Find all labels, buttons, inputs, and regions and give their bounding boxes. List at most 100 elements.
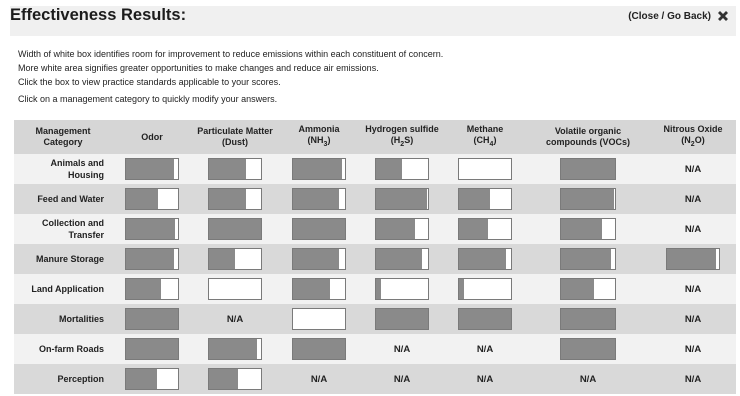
score-box[interactable]	[458, 218, 512, 240]
score-box[interactable]	[292, 338, 346, 360]
score-box[interactable]	[125, 338, 179, 360]
score-box[interactable]	[125, 158, 179, 180]
score-cell	[112, 334, 192, 364]
management-category-link[interactable]: Land Application	[14, 274, 112, 304]
effectiveness-results-table: Management Category Odor Particulate Matte…	[14, 120, 736, 394]
score-box[interactable]	[458, 188, 512, 210]
table-row: Collection and Transfer N/A	[14, 214, 736, 244]
score-cell	[444, 214, 526, 244]
score-cell: N/A	[360, 334, 444, 364]
score-box[interactable]	[125, 248, 179, 270]
management-category-link[interactable]: On-farm Roads	[14, 334, 112, 364]
score-cell	[360, 184, 444, 214]
score-box[interactable]	[125, 218, 179, 240]
score-fill	[376, 159, 402, 179]
score-box[interactable]	[292, 188, 346, 210]
table-header-row: Management Category Odor Particulate Matte…	[14, 120, 736, 154]
score-box[interactable]	[560, 188, 616, 210]
score-box[interactable]	[292, 308, 346, 330]
close-go-back-link[interactable]: (Close / Go Back)	[628, 9, 730, 23]
score-fill	[293, 189, 339, 209]
score-cell	[360, 304, 444, 334]
score-box[interactable]	[208, 338, 262, 360]
column-header: Management Category	[14, 120, 112, 154]
score-cell	[112, 274, 192, 304]
score-box[interactable]	[560, 158, 616, 180]
score-box[interactable]	[292, 248, 346, 270]
score-box[interactable]	[458, 308, 512, 330]
column-header-formula: (N	[681, 135, 691, 146]
score-box[interactable]	[375, 248, 429, 270]
score-box[interactable]	[375, 308, 429, 330]
close-icon[interactable]	[716, 9, 730, 23]
column-header: Nitrous Oxide (N2O)	[650, 120, 736, 154]
column-header-formula: S)	[404, 135, 414, 146]
score-fill	[293, 249, 339, 269]
table-row: Manure Storage	[14, 244, 736, 274]
score-box[interactable]	[560, 308, 616, 330]
score-box[interactable]	[208, 218, 262, 240]
score-box[interactable]	[375, 278, 429, 300]
management-category-link[interactable]: Animals and Housing	[14, 154, 112, 184]
score-cell	[192, 154, 278, 184]
column-header-name: Nitrous Oxide	[663, 124, 723, 135]
score-cell	[526, 274, 650, 304]
score-cell: N/A	[526, 364, 650, 394]
score-cell: N/A	[650, 274, 736, 304]
instructions: Width of white box identifies room for i…	[18, 47, 718, 106]
page-title: Effectiveness Results:	[10, 6, 187, 24]
score-box[interactable]	[125, 278, 179, 300]
score-cell: N/A	[650, 154, 736, 184]
score-box[interactable]	[125, 308, 179, 330]
score-fill	[209, 249, 235, 269]
na-label: N/A	[684, 313, 702, 325]
score-box[interactable]	[208, 368, 262, 390]
table-body: Animals and Housing N/A Feed and Water N/A C…	[14, 154, 736, 394]
score-box[interactable]	[458, 248, 512, 270]
score-box[interactable]	[208, 188, 262, 210]
score-box[interactable]	[560, 218, 616, 240]
score-cell	[278, 154, 360, 184]
score-cell	[112, 214, 192, 244]
score-box[interactable]	[560, 338, 616, 360]
management-category-link[interactable]: Feed and Water	[14, 184, 112, 214]
na-label: N/A	[579, 373, 597, 385]
management-category-link[interactable]: Mortalities	[14, 304, 112, 334]
score-box[interactable]	[208, 158, 262, 180]
score-cell	[360, 154, 444, 184]
score-box[interactable]	[458, 278, 512, 300]
management-category-link[interactable]: Perception	[14, 364, 112, 394]
score-box[interactable]	[292, 278, 346, 300]
management-category-link[interactable]: Manure Storage	[14, 244, 112, 274]
score-cell: N/A	[650, 184, 736, 214]
score-box[interactable]	[125, 368, 179, 390]
score-box[interactable]	[560, 248, 616, 270]
score-box[interactable]	[125, 188, 179, 210]
management-category-link[interactable]: Collection and Transfer	[14, 214, 112, 244]
score-box[interactable]	[208, 248, 262, 270]
score-fill	[293, 279, 331, 299]
column-header: Methane (CH4)	[444, 120, 526, 154]
score-cell	[112, 154, 192, 184]
score-box[interactable]	[458, 158, 512, 180]
score-cell	[112, 364, 192, 394]
score-box[interactable]	[666, 248, 720, 270]
score-box[interactable]	[292, 218, 346, 240]
score-box[interactable]	[560, 278, 616, 300]
score-box[interactable]	[375, 188, 429, 210]
score-box[interactable]	[375, 158, 429, 180]
score-cell	[278, 304, 360, 334]
score-fill	[561, 219, 602, 239]
table-row: Land Application N/A	[14, 274, 736, 304]
score-box[interactable]	[292, 158, 346, 180]
score-box[interactable]	[208, 278, 262, 300]
score-cell	[444, 274, 526, 304]
table-row: Mortalities N/A N/A	[14, 304, 736, 334]
score-cell	[526, 154, 650, 184]
score-fill	[561, 159, 615, 179]
score-box[interactable]	[375, 218, 429, 240]
score-fill	[293, 159, 343, 179]
score-cell	[192, 184, 278, 214]
score-fill	[209, 369, 238, 389]
score-fill	[293, 339, 345, 359]
